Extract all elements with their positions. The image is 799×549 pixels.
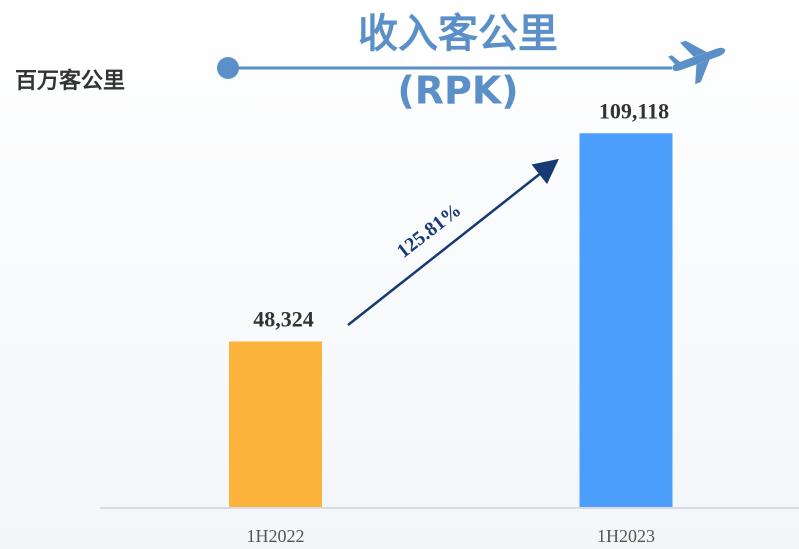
value-label: 109,118 xyxy=(599,98,669,123)
chart-subtitle: (RPK) xyxy=(397,69,518,113)
title-dot xyxy=(217,57,239,79)
chart-title: 收入客公里 xyxy=(358,11,558,57)
y-axis-label: 百万客公里 xyxy=(15,68,125,94)
bar xyxy=(229,341,322,507)
plane-icon xyxy=(668,40,726,85)
bar xyxy=(579,133,673,507)
x-tick-label: 1H2022 xyxy=(247,526,305,546)
value-label: 48,324 xyxy=(253,307,314,332)
growth-arrow xyxy=(347,158,559,326)
x-tick-label: 1H2023 xyxy=(597,526,655,546)
